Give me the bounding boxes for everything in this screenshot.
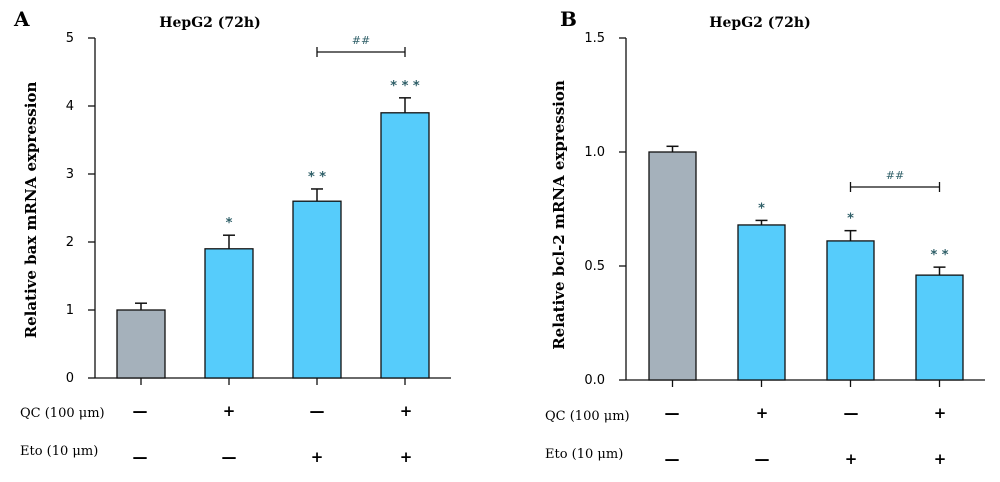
panel-a-letter: A — [13, 7, 30, 31]
panel-a-ylabel: Relative bax mRNA expression — [22, 82, 40, 339]
panel-a-y-tick-label: 5 — [66, 31, 74, 46]
panel-a-condition-eto-1: — — [133, 448, 148, 466]
panel-a-bar-1 — [116, 309, 166, 379]
panel-b-significance-label: * — [847, 212, 854, 227]
panel-b-y-tick-label: 0.0 — [584, 373, 605, 388]
panel-a-condition-eto-4: + — [400, 448, 413, 466]
panel-a-plot: 0 1 2 3 4 5 * * * * * * — + — + — — + + ## — [66, 31, 451, 466]
panel-a-row-label-qc: QC (100 μm) — [20, 406, 105, 421]
panel-a-y-tick-label: 3 — [66, 167, 74, 182]
panel-a-y-tick-label: 2 — [66, 235, 74, 250]
panel-a-significance-label: * * * — [390, 79, 420, 94]
panel-a-comparison-label: ## — [352, 34, 370, 47]
panel-b-condition-eto-1: — — [665, 450, 680, 468]
panel-a-bar-3 — [292, 200, 342, 379]
panel-b-comparison-label: ## — [886, 169, 904, 182]
panel-a-condition-eto-3: + — [311, 448, 324, 466]
panel-b-bar-1 — [648, 151, 697, 381]
panel-b-row-label-eto: Eto (10 μm) — [545, 447, 623, 462]
panel-b-condition-qc-2: + — [756, 404, 769, 422]
panel-b-ylabel: Relative bcl-2 mRNA expression — [550, 80, 568, 350]
panel-b-condition-eto-2: — — [755, 450, 770, 468]
panel-b-plot: 0.0 0.5 1.0 1.5 * * * * — + — + — — + + ## — [584, 31, 985, 468]
panel-a-y-tick-label: 4 — [66, 99, 74, 114]
panel-b-condition-qc-1: — — [665, 404, 680, 422]
panel-b-letter: B — [560, 7, 577, 31]
panel-b-title: HepG2 (72h) — [709, 15, 810, 31]
panel-b-y-tick-label: 0.5 — [584, 259, 605, 274]
panel-a-title: HepG2 (72h) — [159, 15, 260, 31]
panel-a-bar-2 — [204, 248, 254, 379]
panel-a-condition-qc-4: + — [400, 402, 413, 420]
panel-b-row-label-qc: QC (100 μm) — [545, 409, 630, 424]
panel-b-condition-qc-3: — — [844, 404, 859, 422]
panel-b-condition-eto-4: + — [934, 450, 947, 468]
panel-a-bar-4 — [380, 112, 430, 379]
panel-a-condition-qc-2: + — [223, 402, 236, 420]
panel-b-bar-2 — [737, 224, 786, 381]
panel-a-y-tick-label: 0 — [66, 371, 74, 386]
panel-b-bar-4 — [915, 274, 964, 381]
panel-a-condition-qc-1: — — [133, 402, 148, 420]
panel-b-y-tick-label: 1.5 — [584, 31, 605, 46]
panel-a-significance-label: * — [226, 216, 233, 231]
panel-b-condition-eto-3: + — [845, 450, 858, 468]
panel-b-significance-label: * * — [930, 248, 948, 263]
panel-a-condition-qc-3: — — [310, 402, 325, 420]
panel-a-row-label-eto: Eto (10 μm) — [20, 444, 98, 459]
panel-b-condition-qc-4: + — [934, 404, 947, 422]
panel-a-significance-label: * * — [308, 170, 326, 185]
panel-b-bar-3 — [826, 240, 875, 381]
panel-b-y-tick-label: 1.0 — [584, 145, 605, 160]
panel-b-significance-label: * — [758, 201, 765, 216]
panel-a-y-tick-label: 1 — [66, 303, 74, 318]
panel-a-condition-eto-2: — — [222, 448, 237, 466]
